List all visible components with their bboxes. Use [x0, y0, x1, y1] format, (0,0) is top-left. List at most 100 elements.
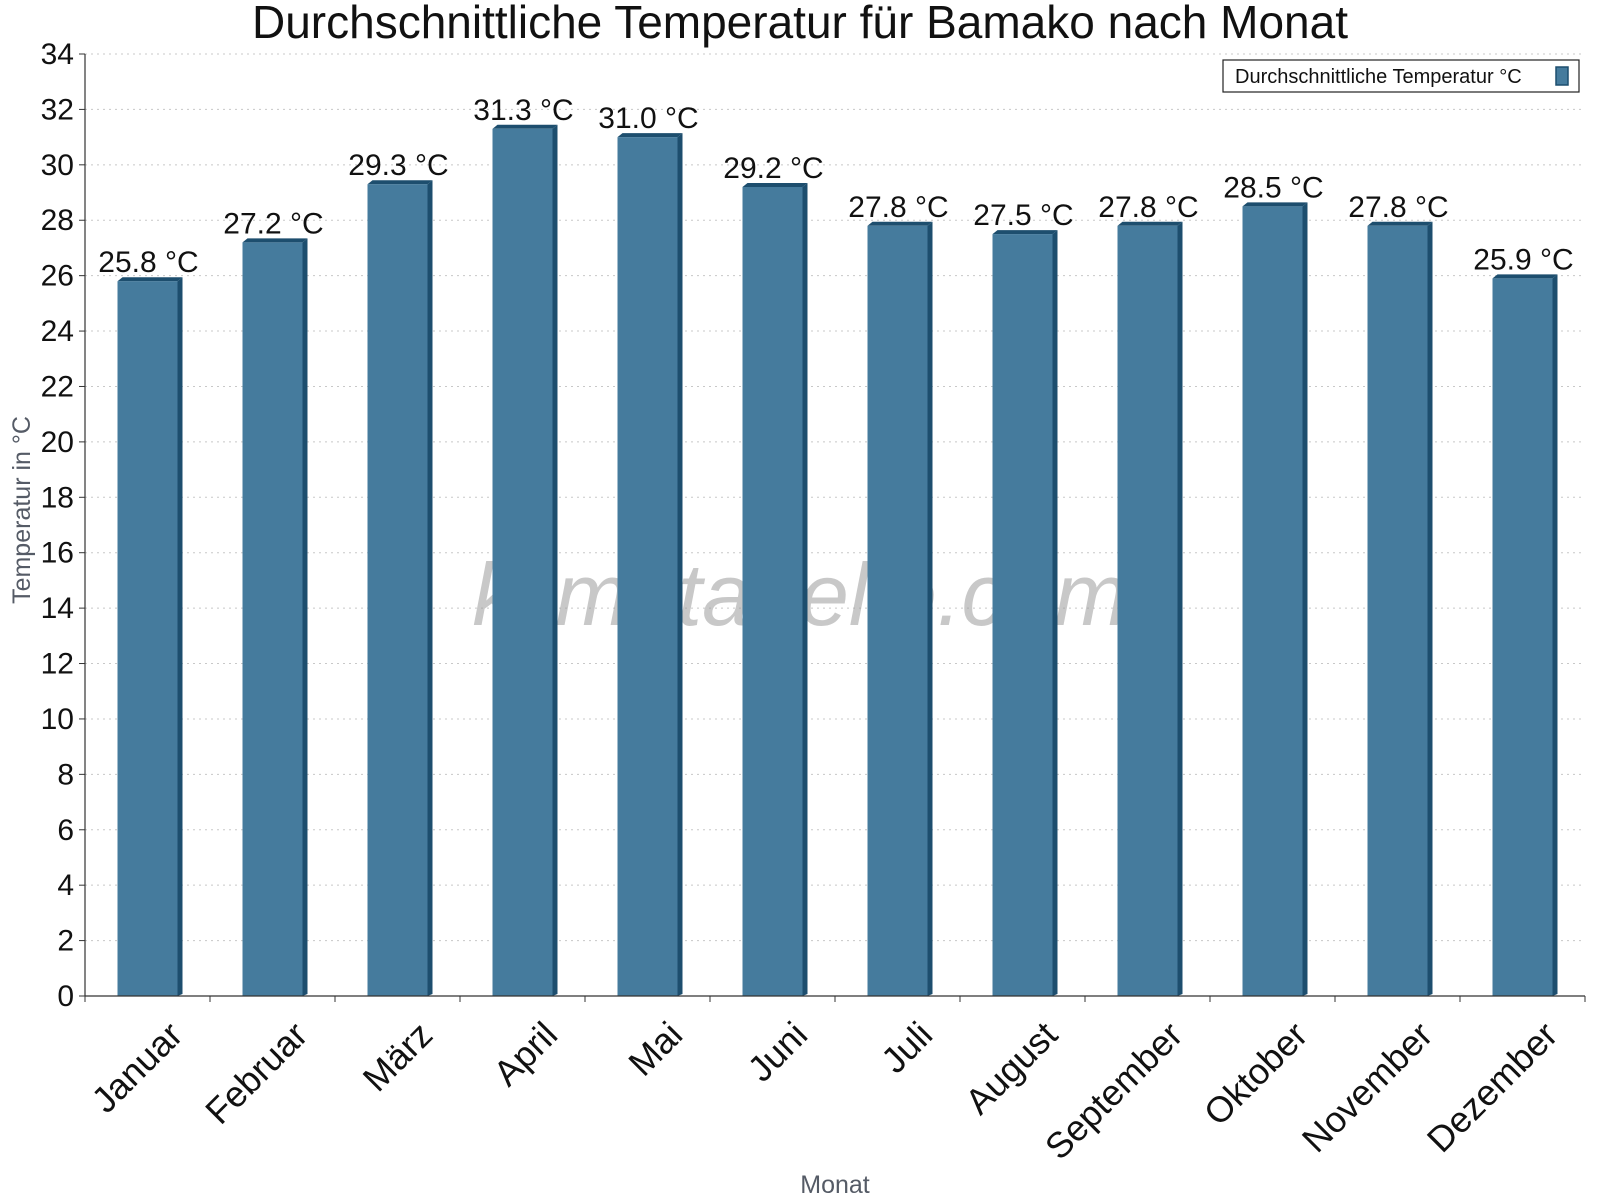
bar [617, 133, 683, 996]
y-tick-label: 10 [41, 703, 74, 736]
bar [1367, 221, 1433, 996]
x-axis-title: Monat [800, 1171, 870, 1199]
bar-top [367, 180, 433, 185]
bar-top [992, 230, 1058, 235]
bar [117, 277, 183, 996]
bar [1492, 274, 1558, 997]
bar-side [427, 180, 433, 996]
bar [1242, 202, 1308, 997]
bar-front [117, 281, 178, 996]
legend-label: Durchschnittliche Temperatur °C [1235, 66, 1522, 88]
y-tick-label: 22 [41, 370, 74, 403]
y-tick-label: 0 [57, 980, 74, 1013]
y-tick-label: 20 [41, 426, 74, 459]
bars [117, 124, 1558, 997]
x-tick-label: Januar [83, 1014, 190, 1121]
y-tick-label: 12 [41, 648, 74, 681]
data-label: 31.0 °C [598, 102, 698, 135]
data-label: 31.3 °C [473, 94, 573, 127]
y-tick-label: 30 [41, 149, 74, 182]
y-tick-label: 16 [41, 537, 74, 570]
bar-side [552, 124, 558, 996]
grid-lines [85, 53, 1585, 942]
bar-front [1117, 225, 1178, 996]
x-tick-label: Februar [197, 1014, 315, 1132]
bar-top [867, 221, 933, 226]
y-tick-label: 26 [41, 260, 74, 293]
x-tick-label: Dezember [1419, 1014, 1565, 1160]
y-tick-label: 6 [57, 814, 74, 847]
bar-side [677, 133, 683, 996]
data-label: 27.8 °C [1348, 191, 1448, 224]
bar-side [1052, 230, 1058, 996]
bar-top [492, 124, 558, 129]
y-tick-label: 28 [41, 204, 74, 237]
x-tick-label: April [485, 1014, 565, 1094]
bar-top [1117, 221, 1183, 226]
bar-side [177, 277, 183, 996]
data-label: 25.9 °C [1473, 243, 1573, 276]
x-tick-label: November [1294, 1014, 1440, 1160]
bar-front [617, 137, 678, 996]
bar-front [1367, 225, 1428, 996]
y-tick-label: 18 [41, 481, 74, 514]
data-label: 27.2 °C [223, 207, 323, 240]
bar-front [742, 186, 803, 997]
bar [492, 124, 558, 996]
bar-side [802, 182, 808, 997]
bar-front [992, 234, 1053, 996]
data-label: 27.8 °C [1098, 191, 1198, 224]
x-tick-label: September [1037, 1014, 1191, 1168]
data-label: 27.5 °C [973, 199, 1073, 232]
bar [1117, 221, 1183, 996]
x-tick-label: Juli [873, 1014, 940, 1081]
bar-front [367, 184, 428, 996]
data-label: 25.8 °C [98, 246, 198, 279]
x-tick-label: Mai [620, 1014, 690, 1084]
x-tick-label: März [355, 1014, 441, 1100]
legend-box [1222, 59, 1580, 93]
bar-top [117, 277, 183, 282]
data-label: 27.8 °C [848, 191, 948, 224]
bar-front [492, 128, 553, 996]
y-axis-title: Temperatur in °C [8, 416, 36, 604]
x-tick-label: Juni [740, 1014, 816, 1090]
bar-side [1177, 221, 1183, 996]
bar [367, 180, 433, 996]
data-labels: 25.8 °C 27.2 °C 29.3 °C 31.3 °C 31.0 °C 29.2 … [98, 94, 1573, 279]
bar-side [1552, 274, 1558, 997]
bar-side [302, 238, 308, 996]
x-tick-label: August [957, 1014, 1065, 1122]
y-tick-label: 14 [41, 592, 74, 625]
bar-top [1242, 202, 1308, 207]
y-tick-label: 4 [57, 869, 74, 902]
bar-side [927, 221, 933, 996]
bar-top [617, 133, 683, 138]
y-tick-label: 34 [41, 38, 74, 71]
bar [992, 230, 1058, 996]
data-label: 28.5 °C [1223, 171, 1323, 204]
bar-front [242, 242, 303, 996]
chart-title: Durchschnittliche Temperatur für Bamako … [252, 0, 1348, 48]
legend-swatch [1555, 66, 1569, 86]
bar-top [242, 238, 308, 243]
data-label: 29.2 °C [723, 152, 823, 185]
bar [242, 238, 308, 996]
bar-front [867, 225, 928, 996]
x-tick-label: Oktober [1196, 1014, 1316, 1134]
bar [867, 221, 933, 996]
bar-side [1302, 202, 1308, 997]
bar-side [1427, 221, 1433, 996]
bar-front [1492, 278, 1553, 997]
bar-top [1367, 221, 1433, 226]
data-label: 29.3 °C [348, 149, 448, 182]
bar-top [742, 182, 808, 187]
y-tick-label: 2 [57, 925, 74, 958]
y-tick-label: 32 [41, 93, 74, 126]
y-tick-label: 24 [41, 315, 74, 348]
y-tick-label: 8 [57, 758, 74, 791]
bar-top [1492, 274, 1558, 279]
legend: Durchschnittliche Temperatur °C [1222, 59, 1580, 93]
bar [742, 182, 808, 997]
